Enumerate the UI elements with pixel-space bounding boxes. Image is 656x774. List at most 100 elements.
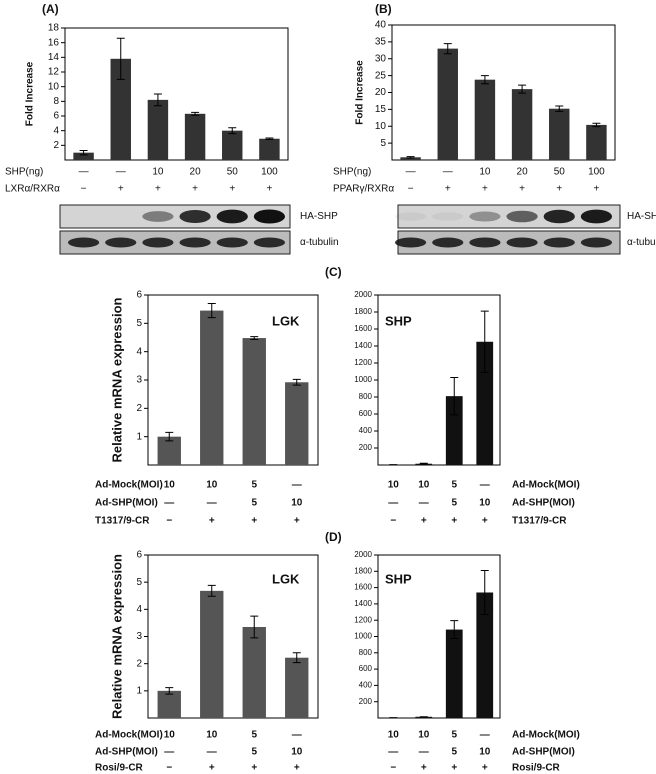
row-value: — xyxy=(164,498,174,509)
chart-label: SHP xyxy=(385,571,412,586)
bar xyxy=(285,382,309,465)
blot-band xyxy=(580,237,613,248)
row-value: 10 xyxy=(291,747,303,758)
y-tick-label: 35 xyxy=(375,37,387,48)
row-value: 10 xyxy=(388,730,400,741)
y-tick-label: 6 xyxy=(53,111,59,122)
row-value: — xyxy=(292,480,302,491)
y-tick-label: 4 xyxy=(53,125,59,136)
row-value: + xyxy=(229,184,235,195)
blot-label: α-tubulin xyxy=(627,237,656,248)
row-value: + xyxy=(192,184,198,195)
plot-frame xyxy=(64,27,289,161)
row-value: + xyxy=(294,763,300,774)
error-bar xyxy=(518,84,527,94)
row-label: Ad-Mock(MOI) xyxy=(512,480,580,491)
y-tick-label: 3 xyxy=(136,631,142,642)
row-value: — xyxy=(207,747,217,758)
blot-strip xyxy=(59,230,291,255)
row-value: 5 xyxy=(451,498,457,509)
panel-label: (B) xyxy=(375,2,392,16)
row-value: + xyxy=(266,184,272,195)
row-value: 10 xyxy=(479,747,491,758)
chart-label: SHP xyxy=(385,313,412,328)
row-value: — xyxy=(388,498,398,509)
blot-band xyxy=(432,212,464,221)
row-value: − xyxy=(390,763,396,774)
y-tick-label: 2 xyxy=(136,658,142,669)
row-value: + xyxy=(209,763,215,774)
row-label: SHP(ng) xyxy=(333,167,371,178)
bar xyxy=(73,152,94,160)
error-bar xyxy=(250,336,259,340)
row-value: + xyxy=(294,516,300,527)
y-tick-label: 1400 xyxy=(354,341,372,350)
y-tick-label: 1400 xyxy=(354,599,372,608)
row-label: Ad-Mock(MOI) xyxy=(95,730,163,741)
row-value: — xyxy=(207,498,217,509)
row-value: 100 xyxy=(588,167,605,178)
bar xyxy=(474,79,496,160)
y-tick-label: 12 xyxy=(48,67,60,78)
error-bar xyxy=(406,156,415,159)
bar xyxy=(259,138,280,160)
error-bar xyxy=(292,652,301,664)
y-axis-title: Relative mRNA expression xyxy=(109,554,124,719)
row-value: 5 xyxy=(451,747,457,758)
blot-label: α-tubulin xyxy=(300,237,339,248)
blot-band xyxy=(105,237,137,248)
bar xyxy=(586,124,607,160)
row-label: Rosi/9-CR xyxy=(512,763,561,774)
y-tick-label: 10 xyxy=(375,121,387,132)
row-label: Ad-Mock(MOI) xyxy=(512,730,580,741)
row-value: + xyxy=(482,763,488,774)
blot-band xyxy=(469,237,501,248)
blot-label: HA-SHP xyxy=(300,211,338,222)
blot-band xyxy=(253,237,286,248)
row-value: 10 xyxy=(152,167,164,178)
bar xyxy=(285,657,309,718)
row-value: + xyxy=(118,184,124,195)
y-tick-label: 1 xyxy=(136,685,142,696)
row-label: Rosi/9-CR xyxy=(95,763,144,774)
row-label: Ad-SHP(MOI) xyxy=(95,747,158,758)
error-bar xyxy=(165,687,174,695)
error-bar xyxy=(443,43,452,55)
error-bar xyxy=(153,93,162,107)
row-label: LXRα/RXRα xyxy=(5,184,60,195)
bar xyxy=(157,436,181,465)
row-value: — xyxy=(480,730,490,741)
blot-label: HA-SHP xyxy=(627,211,656,222)
plot-frame xyxy=(391,24,616,161)
blot-band xyxy=(216,237,248,248)
row-label: PPARγ/RXRα xyxy=(333,184,394,195)
row-value: + xyxy=(445,184,451,195)
row-value: 10 xyxy=(291,498,303,509)
row-value: 5 xyxy=(251,498,257,509)
y-tick-label: 5 xyxy=(136,577,142,588)
row-label: Ad-SHP(MOI) xyxy=(512,498,575,509)
blot-band xyxy=(580,209,613,224)
row-value: 5 xyxy=(451,730,457,741)
blot-band xyxy=(253,209,286,224)
row-value: 10 xyxy=(418,730,430,741)
error-bar xyxy=(419,462,428,465)
error-bar xyxy=(480,569,489,615)
row-value: − xyxy=(408,184,414,195)
row-value: 10 xyxy=(388,480,400,491)
error-bar xyxy=(250,615,259,639)
y-tick-label: 16 xyxy=(48,37,60,48)
y-tick-label: 3 xyxy=(136,375,142,386)
y-tick-label: 400 xyxy=(359,681,373,690)
y-tick-label: 2000 xyxy=(354,290,372,299)
row-value: 10 xyxy=(206,480,218,491)
error-bar xyxy=(480,75,489,85)
row-value: — xyxy=(406,167,416,178)
row-value: + xyxy=(451,516,457,527)
row-value: — xyxy=(443,167,453,178)
bar xyxy=(200,310,224,465)
y-tick-label: 200 xyxy=(359,697,373,706)
error-bar xyxy=(207,584,216,597)
y-tick-label: 1000 xyxy=(354,375,372,384)
